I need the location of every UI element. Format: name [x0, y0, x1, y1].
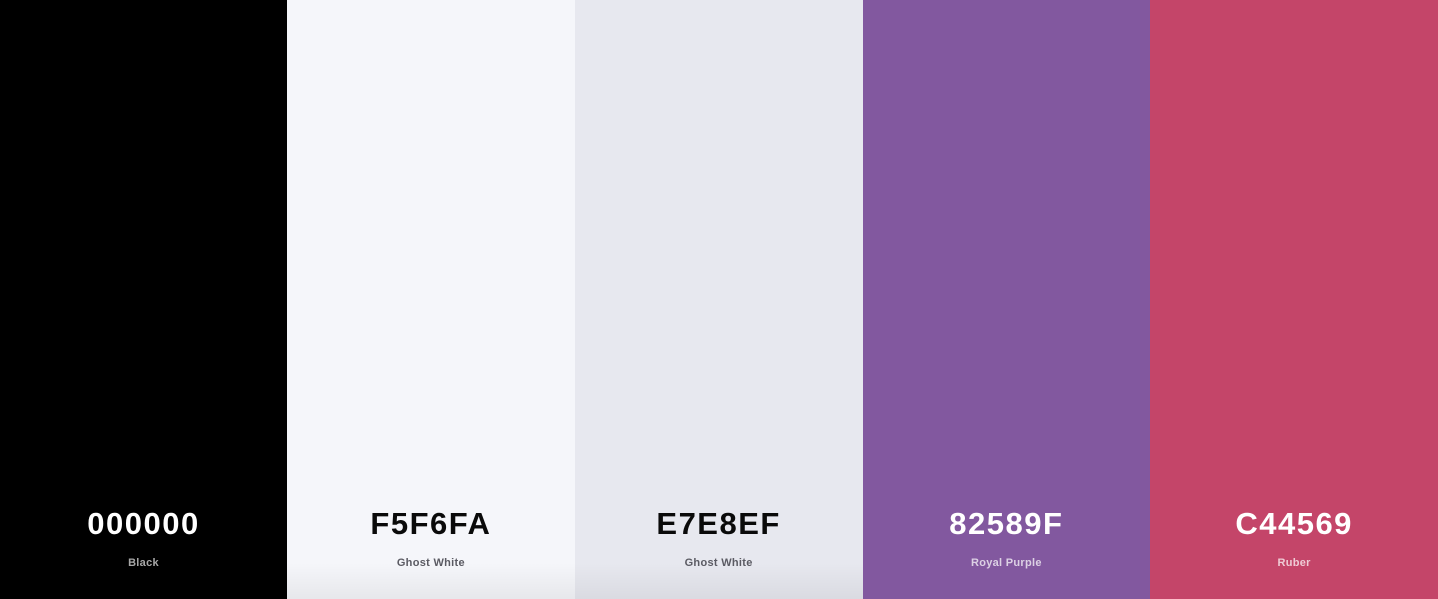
- swatch-hex-code[interactable]: F5F6FA: [370, 506, 492, 541]
- swatch-hex-code[interactable]: 000000: [87, 506, 200, 541]
- swatch-color-name: Black: [128, 557, 159, 569]
- color-swatch[interactable]: 82589F Royal Purple: [862, 0, 1151, 599]
- swatch-hex-code[interactable]: E7E8EF: [656, 506, 781, 541]
- swatch-hex-code[interactable]: 82589F: [949, 506, 1064, 541]
- swatch-info: C44569 Ruber: [1150, 508, 1438, 569]
- swatch-color-name: Ghost White: [684, 557, 753, 569]
- swatch-hex-code[interactable]: C44569: [1235, 506, 1353, 541]
- swatch-color-name: Ghost White: [396, 557, 465, 569]
- color-swatch[interactable]: 000000 Black: [0, 0, 287, 599]
- swatch-info: 82589F Royal Purple: [863, 508, 1151, 569]
- swatch-color-name: Royal Purple: [970, 557, 1042, 569]
- color-swatch[interactable]: C44569 Ruber: [1150, 0, 1438, 599]
- swatch-color-name: Ruber: [1277, 557, 1311, 569]
- swatch-info: 000000 Black: [0, 508, 287, 569]
- swatch-info: E7E8EF Ghost White: [575, 508, 863, 569]
- swatch-info: F5F6FA Ghost White: [287, 508, 575, 569]
- color-swatch[interactable]: E7E8EF Ghost White: [574, 0, 863, 599]
- color-swatch[interactable]: F5F6FA Ghost White: [287, 0, 575, 599]
